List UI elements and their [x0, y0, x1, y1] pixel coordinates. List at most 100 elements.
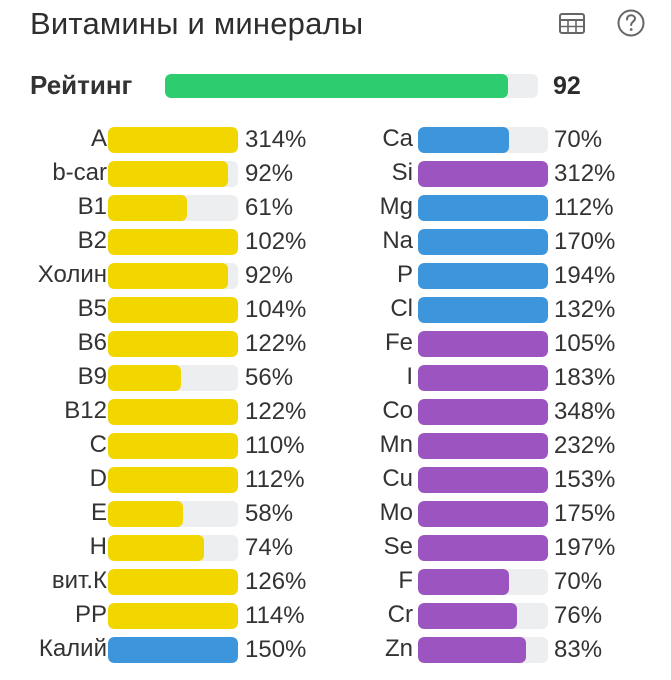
vitamin-percent: 102% — [245, 228, 307, 255]
mineral-bar — [418, 297, 548, 323]
mineral-label: I — [406, 363, 413, 390]
mineral-row: Si 312% — [310, 156, 640, 190]
table-icon[interactable] — [557, 8, 587, 38]
vitamin-bar-fill — [108, 399, 238, 425]
vitamin-bar-fill — [108, 263, 228, 289]
mineral-label: P — [396, 261, 413, 288]
vitamin-bar-fill — [108, 603, 238, 629]
mineral-label: Cr — [387, 601, 413, 628]
mineral-bar-fill — [418, 433, 548, 459]
vitamin-percent: 58% — [245, 500, 294, 527]
vitamin-label: Холин — [37, 261, 107, 288]
vitamin-bar — [108, 297, 238, 323]
mineral-label: F — [398, 567, 413, 594]
mineral-label: Cu — [382, 465, 413, 492]
vitamin-bar-fill — [108, 127, 238, 153]
vitamin-label: H — [89, 533, 107, 560]
vitamin-bar — [108, 501, 238, 527]
mineral-label: Ca — [382, 125, 413, 152]
vitamin-bar — [108, 603, 238, 629]
vitamin-bar-fill — [108, 195, 188, 221]
mineral-row: P 194% — [310, 258, 640, 292]
vitamin-bar-fill — [108, 467, 238, 493]
mineral-percent: 232% — [554, 432, 616, 459]
mineral-bar — [418, 603, 548, 629]
mineral-row: Cl 132% — [310, 292, 640, 326]
vitamin-bar — [108, 569, 238, 595]
mineral-bar-fill — [418, 365, 548, 391]
vitamin-label: B2 — [77, 227, 107, 254]
mineral-row: Mo 175% — [310, 496, 640, 530]
mineral-row: I 183% — [310, 360, 640, 394]
mineral-label: Mn — [379, 431, 413, 458]
mineral-bar — [418, 331, 548, 357]
mineral-percent: 70% — [554, 126, 603, 153]
vitamin-bar-fill — [108, 433, 238, 459]
mineral-row: Na 170% — [310, 224, 640, 258]
vitamin-bar-fill — [108, 637, 238, 663]
mineral-bar — [418, 467, 548, 493]
mineral-percent: 312% — [554, 160, 616, 187]
vitamin-row: B2 102% — [0, 224, 330, 258]
mineral-percent: 112% — [554, 194, 614, 221]
vitamin-row: C 110% — [0, 428, 330, 462]
vitamin-percent: 126% — [245, 568, 307, 595]
vitamin-label: Калий — [38, 635, 107, 662]
vitamin-percent: 74% — [245, 534, 294, 561]
mineral-row: Mg 112% — [310, 190, 640, 224]
mineral-bar-fill — [418, 399, 548, 425]
mineral-bar — [418, 195, 548, 221]
vitamin-bar-fill — [108, 229, 238, 255]
vitamin-label: B1 — [77, 193, 107, 220]
mineral-row: Cr 76% — [310, 598, 640, 632]
vitamin-label: вит.К — [51, 567, 107, 594]
vitamin-bar-fill — [108, 365, 181, 391]
vitamin-row: B5 104% — [0, 292, 330, 326]
vitamin-label: PP — [74, 601, 107, 628]
vitamins-column: A 314% b-car 92% B1 61% B2 102% Холин 92% B5 104% B6… — [0, 122, 330, 666]
vitamin-bar-fill — [108, 161, 228, 187]
vitamin-bar — [108, 161, 238, 187]
mineral-bar-fill — [418, 603, 517, 629]
mineral-percent: 175% — [554, 500, 616, 527]
mineral-bar — [418, 161, 548, 187]
mineral-bar-fill — [418, 637, 526, 663]
mineral-percent: 153% — [554, 466, 616, 493]
help-icon[interactable] — [616, 8, 646, 38]
vitamin-row: Калий 150% — [0, 632, 330, 666]
mineral-bar-fill — [418, 569, 509, 595]
vitamin-row: E 58% — [0, 496, 330, 530]
mineral-bar — [418, 229, 548, 255]
mineral-row: F 70% — [310, 564, 640, 598]
mineral-percent: 170% — [554, 228, 616, 255]
vitamin-row: B6 122% — [0, 326, 330, 360]
vitamin-row: A 314% — [0, 122, 330, 156]
mineral-label: Zn — [384, 635, 413, 662]
mineral-percent: 83% — [554, 636, 603, 663]
mineral-percent: 70% — [554, 568, 603, 595]
header: Витамины и минералы — [0, 0, 671, 50]
vitamin-label: C — [89, 431, 107, 458]
mineral-bar-fill — [418, 195, 548, 221]
vitamin-bar — [108, 637, 238, 663]
vitamin-row: b-car 92% — [0, 156, 330, 190]
mineral-bar — [418, 433, 548, 459]
vitamin-percent: 110% — [245, 432, 305, 459]
mineral-label: Mg — [379, 193, 413, 220]
vitamin-percent: 56% — [245, 364, 294, 391]
vitamin-percent: 150% — [245, 636, 307, 663]
vitamin-bar — [108, 263, 238, 289]
vitamin-percent: 92% — [245, 160, 294, 187]
vitamin-percent: 112% — [245, 466, 305, 493]
mineral-row: Fe 105% — [310, 326, 640, 360]
vitamin-percent: 122% — [245, 398, 307, 425]
vitamin-percent: 104% — [245, 296, 307, 323]
vitamin-percent: 314% — [245, 126, 307, 153]
mineral-percent: 105% — [554, 330, 616, 357]
vitamin-row: вит.К 126% — [0, 564, 330, 598]
rating-label: Рейтинг — [30, 70, 133, 100]
vitamin-bar — [108, 127, 238, 153]
vitamin-bar-fill — [108, 501, 184, 527]
vitamin-bar — [108, 399, 238, 425]
mineral-label: Se — [383, 533, 413, 560]
